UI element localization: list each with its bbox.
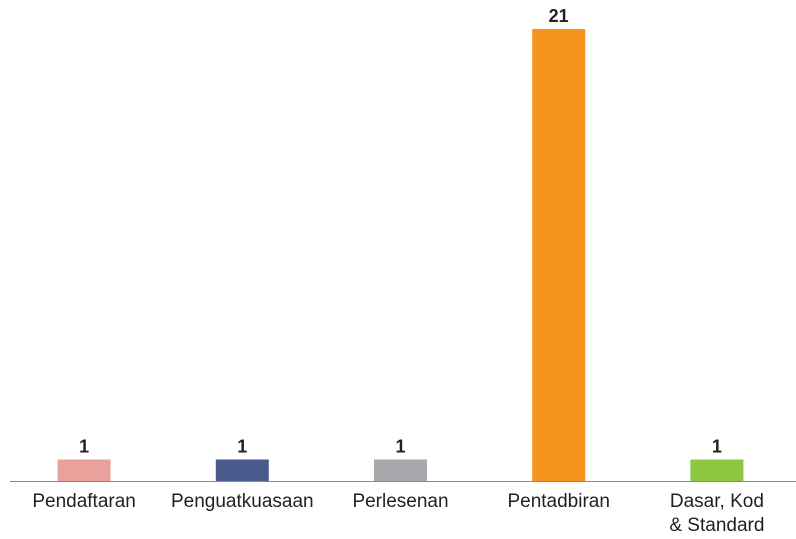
value-label: 1 (79, 436, 89, 456)
bar (532, 29, 586, 481)
value-label: 21 (549, 6, 569, 26)
x-tick-label: Pentadbiran (507, 491, 610, 512)
bar (374, 459, 427, 481)
value-label: 1 (395, 436, 405, 456)
bar (215, 459, 269, 481)
bar (57, 459, 111, 481)
x-tick-label: Pendaftaran (32, 491, 136, 512)
value-label: 1 (237, 436, 247, 456)
x-tick-label: Perlesenan (352, 491, 449, 512)
bar (690, 459, 744, 481)
value-label: 1 (712, 436, 722, 456)
x-tick-label: Dasar, Kod & Standard (669, 491, 765, 536)
x-tick-label: Penguatkuasaan (170, 491, 314, 512)
